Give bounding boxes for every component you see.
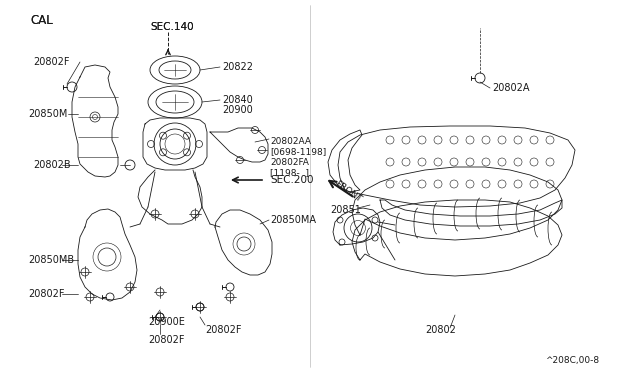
Text: SEC.140: SEC.140 <box>150 22 194 32</box>
Text: ^208C,00-8: ^208C,00-8 <box>545 356 599 365</box>
Text: 20900: 20900 <box>222 105 253 115</box>
Text: 20802F: 20802F <box>205 325 241 335</box>
Text: 20802A: 20802A <box>492 83 529 93</box>
Text: SEC.140: SEC.140 <box>150 22 194 32</box>
Text: SEC.200: SEC.200 <box>270 175 314 185</box>
Text: FRONT: FRONT <box>333 180 363 205</box>
Text: 20802AA
[0698-1198]
20802FA
[1198-  ]: 20802AA [0698-1198] 20802FA [1198- ] <box>270 137 326 177</box>
Text: 20850M: 20850M <box>28 109 67 119</box>
Text: 20822: 20822 <box>222 62 253 72</box>
Text: CAL: CAL <box>30 13 52 26</box>
Text: 20850MA: 20850MA <box>270 215 316 225</box>
Text: CAL: CAL <box>30 13 52 26</box>
Text: 20802F: 20802F <box>28 289 65 299</box>
Text: 20850MB: 20850MB <box>28 255 74 265</box>
Text: 20851: 20851 <box>330 205 361 215</box>
Text: 20802F: 20802F <box>148 335 184 345</box>
Text: 20802B: 20802B <box>33 160 70 170</box>
Text: 20840: 20840 <box>222 95 253 105</box>
Text: 20802: 20802 <box>425 325 456 335</box>
Text: 20802F: 20802F <box>33 57 70 67</box>
Text: 20900E: 20900E <box>148 317 185 327</box>
